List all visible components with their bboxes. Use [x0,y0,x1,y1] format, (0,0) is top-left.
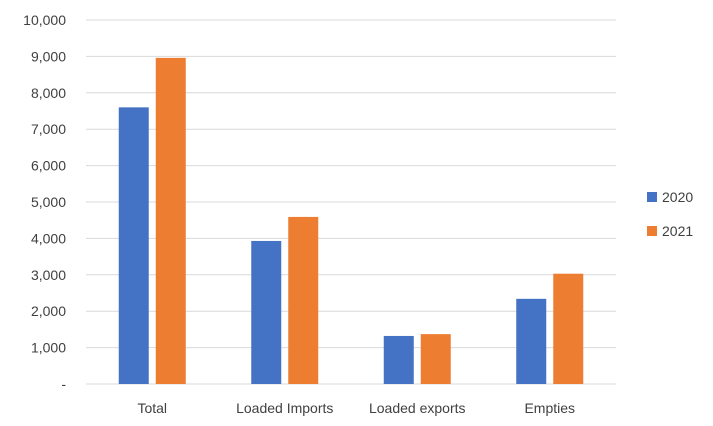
bar-2020-empties [516,298,547,384]
y-tick-label: 7,000 [31,121,66,137]
y-tick-label: 2,000 [31,303,66,319]
y-axis-ticks: - 1,000 2,000 3,000 4,000 5,000 6,000 7,000 8,00… [23,12,66,392]
bar-2020-loaded-exports [383,335,414,384]
y-tick-label: 6,000 [31,158,66,174]
y-tick-label: 5,000 [31,194,66,210]
legend: 2020 2021 [647,189,693,239]
legend-label: 2021 [662,223,693,239]
y-tick-label: 4,000 [31,230,66,246]
bar-2021-loaded-exports [420,334,451,384]
bar-2020-total [118,107,149,385]
x-category-label: Empties [524,400,575,416]
y-tick-label: - [61,376,66,392]
bars [118,57,584,385]
x-category-label: Total [137,400,167,416]
y-tick-label: 9,000 [31,48,66,64]
x-axis-labels: Total Loaded Imports Loaded exports Empties [137,400,575,416]
bar-2021-empties [553,273,584,384]
y-tick-label: 1,000 [31,340,66,356]
legend-label: 2020 [662,189,693,205]
y-tick-label: 10,000 [23,12,66,28]
y-tick-label: 3,000 [31,267,66,283]
x-category-label: Loaded exports [369,400,466,416]
legend-swatch [647,226,657,236]
bar-2021-total [155,57,186,385]
bar-2020-loaded-imports [251,240,282,384]
x-category-label: Loaded Imports [236,400,333,416]
y-tick-label: 8,000 [31,85,66,101]
bar-2021-loaded-imports [288,216,319,384]
legend-swatch [647,192,657,202]
